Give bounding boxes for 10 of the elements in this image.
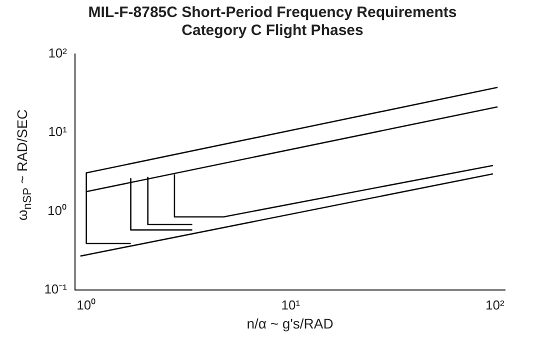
chart-subtitle: Category C Flight Phases [182,22,364,40]
y-tick-label: 10¹ [48,124,68,140]
x-axis-title: n/α ~ g's/RAD [246,315,334,332]
y-tick-label: 10⁻¹ [44,282,68,297]
x-tick-label: 10² [486,297,506,312]
x-tick-label: 10¹ [281,297,301,312]
y-tick-label: 10⁰ [48,202,67,218]
y-tick-label: 10² [48,46,68,61]
x-tick-label: 10⁰ [76,297,96,312]
chart-title: MIL-F-8785C Short-Period Frequency Requirements [88,4,457,22]
